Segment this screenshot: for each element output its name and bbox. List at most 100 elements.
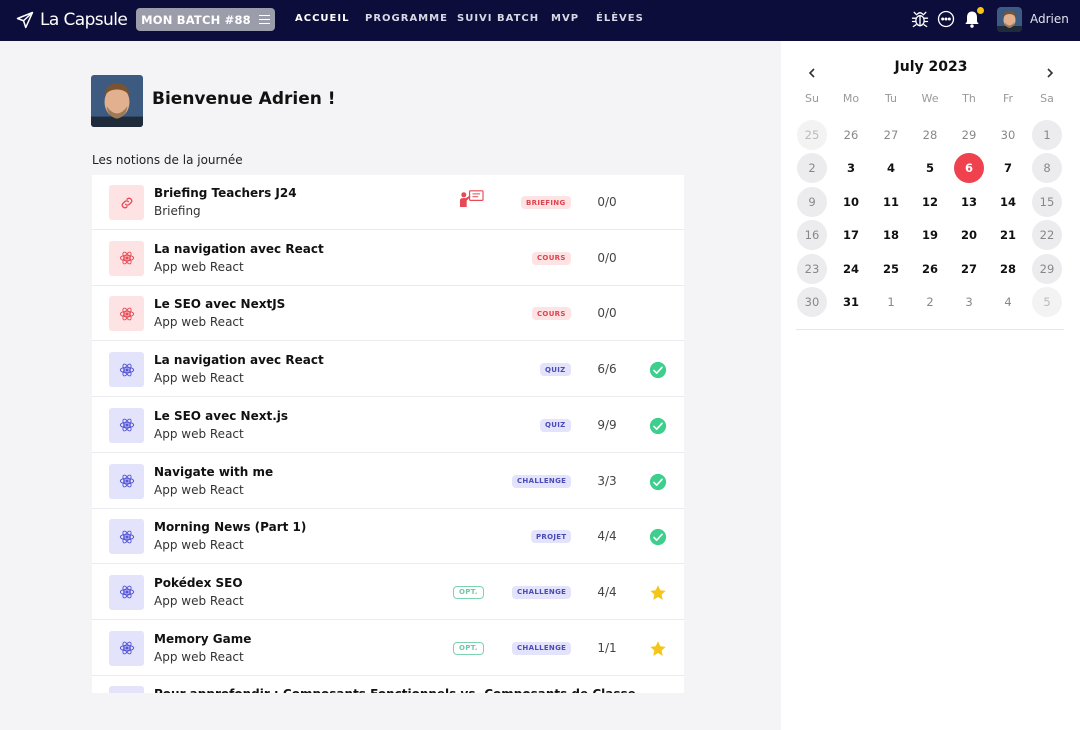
calendar-day[interactable]: 26: [921, 261, 938, 276]
notion-row[interactable]: La navigation avec React App web React QUI…: [92, 342, 684, 398]
chat-icon[interactable]: [936, 9, 956, 29]
notion-type-badge: PROJET: [531, 530, 572, 544]
calendar-day[interactable]: 30: [1000, 128, 1016, 142]
check-icon: [649, 473, 667, 491]
calendar-day[interactable]: 5: [925, 161, 934, 176]
bell-icon[interactable]: [962, 9, 982, 29]
notion-title[interactable]: Le SEO avec Next.js: [154, 408, 289, 423]
nav-link-accueil[interactable]: ACCUEIL: [295, 13, 350, 24]
nav-link-eleves[interactable]: ÉLÈVES: [596, 13, 644, 24]
calendar-day[interactable]: 18: [882, 228, 899, 243]
notion-title[interactable]: Memory Game: [154, 631, 252, 646]
calendar-day[interactable]: 3: [965, 295, 973, 309]
calendar-day[interactable]: 2: [797, 153, 827, 184]
paper-plane-icon: [16, 11, 34, 29]
notion-subtitle: App web React: [154, 259, 244, 274]
calendar-day[interactable]: 1: [1032, 120, 1062, 150]
day-of-week-label: Sa: [1040, 92, 1054, 105]
calendar-day[interactable]: 28: [922, 128, 938, 142]
chevron-left-icon[interactable]: [805, 65, 819, 79]
notion-row[interactable]: Navigate with me App web React CHALLENGE 3/…: [92, 453, 684, 509]
calendar-day[interactable]: 10: [842, 194, 859, 209]
calendar-day[interactable]: 29: [961, 128, 977, 142]
calendar-day[interactable]: 16: [797, 220, 827, 251]
notion-row[interactable]: Pour approfondir : Composants Fonctionne…: [92, 676, 684, 693]
bug-icon[interactable]: [910, 9, 930, 29]
nav-link-programme[interactable]: PROGRAMME: [365, 13, 448, 24]
calendar-day[interactable]: 30: [797, 287, 827, 317]
logo-text: La Capsule: [40, 10, 128, 30]
react-icon: [109, 463, 144, 499]
day-of-week-label: Mo: [842, 92, 860, 105]
notion-type-badge: COURS: [532, 307, 571, 321]
calendar-divider: [796, 329, 1064, 330]
top-navbar: La Capsule MON BATCH #88 ACCUEIL PROGRAM…: [0, 0, 1080, 41]
notion-title[interactable]: Morning News (Part 1): [154, 520, 307, 535]
optional-badge: OPT.: [453, 641, 484, 655]
notion-row[interactable]: Morning News (Part 1) App web React PROJET…: [92, 509, 684, 565]
calendar-day[interactable]: 4: [886, 161, 895, 176]
notion-subtitle: Briefing: [154, 204, 201, 218]
calendar-day[interactable]: 8: [1032, 153, 1062, 184]
calendar-day[interactable]: 29: [1032, 253, 1062, 284]
notion-title[interactable]: La navigation avec React: [154, 353, 324, 368]
notion-title[interactable]: Pour approfondir : Composants Fonctionne…: [154, 687, 636, 693]
notion-title[interactable]: Briefing Teachers J24: [154, 186, 297, 200]
calendar-day[interactable]: 20: [960, 228, 977, 243]
calendar-day[interactable]: 22: [1032, 220, 1062, 251]
notion-title[interactable]: Navigate with me: [154, 464, 274, 479]
notion-row[interactable]: Memory Game App web React OPT. CHALLENGE 1/1: [92, 620, 684, 676]
calendar-day[interactable]: 24: [842, 261, 859, 276]
star-icon: [649, 640, 667, 658]
notion-row[interactable]: La navigation avec React App web React COU…: [92, 230, 684, 286]
nav-link-suivi-batch[interactable]: SUIVI BATCH: [457, 13, 540, 24]
calendar-day[interactable]: 7: [1003, 161, 1012, 176]
menu-icon: [258, 14, 270, 25]
calendar-day[interactable]: 4: [1004, 295, 1012, 309]
calendar-day[interactable]: 28: [999, 261, 1016, 276]
notion-progress: 9/9: [597, 417, 617, 432]
react-icon: [109, 407, 144, 443]
notion-type-badge: QUIZ: [540, 418, 571, 432]
notion-title[interactable]: Le SEO avec NextJS: [154, 297, 286, 312]
welcome-title: Bienvenue Adrien !: [152, 89, 336, 109]
star-icon: [649, 584, 667, 602]
username[interactable]: Adrien: [1030, 12, 1069, 26]
calendar-day-today[interactable]: 6: [954, 153, 984, 184]
calendar-day[interactable]: 19: [921, 228, 938, 243]
batch-selector-button[interactable]: MON BATCH #88: [136, 8, 275, 31]
notion-progress: 4/4: [597, 584, 617, 599]
calendar-day[interactable]: 31: [842, 295, 859, 309]
calendar-day[interactable]: 14: [999, 194, 1016, 209]
notion-title[interactable]: La navigation avec React: [154, 241, 324, 256]
notion-row[interactable]: Le SEO avec Next.js App web React QUIZ 9/9: [92, 397, 684, 453]
logo[interactable]: La Capsule: [16, 8, 128, 32]
notion-row[interactable]: Briefing Teachers J24 Briefing BRIEFING 0/0: [92, 175, 684, 230]
user-avatar[interactable]: [997, 7, 1022, 32]
notion-row[interactable]: Le SEO avec NextJS App web React COURS 0/0: [92, 286, 684, 342]
notion-row[interactable]: Pokédex SEO App web React OPT. CHALLENGE 4/4: [92, 564, 684, 620]
calendar-day[interactable]: 25: [882, 261, 899, 276]
calendar-day[interactable]: 25: [797, 120, 827, 150]
calendar-day[interactable]: 3: [846, 161, 855, 176]
notion-progress: 0/0: [597, 250, 617, 265]
calendar-day[interactable]: 17: [842, 228, 859, 243]
calendar-day[interactable]: 5: [1032, 287, 1062, 317]
day-of-week-label: Tu: [884, 92, 898, 105]
notion-progress: 0/0: [597, 195, 617, 209]
calendar-day[interactable]: 13: [960, 194, 977, 209]
calendar-day[interactable]: 2: [926, 295, 934, 309]
calendar-day[interactable]: 23: [797, 253, 827, 284]
calendar-day[interactable]: 27: [960, 261, 977, 276]
nav-link-mvp[interactable]: MVP: [551, 13, 580, 24]
calendar-day[interactable]: 1: [887, 295, 895, 309]
calendar-day[interactable]: 26: [843, 128, 859, 142]
calendar-day[interactable]: 9: [797, 186, 827, 217]
calendar-day[interactable]: 12: [921, 194, 938, 209]
calendar-day[interactable]: 27: [883, 128, 899, 142]
calendar-day[interactable]: 15: [1032, 186, 1062, 217]
chevron-right-icon[interactable]: [1043, 65, 1057, 79]
notion-title[interactable]: Pokédex SEO: [154, 575, 243, 590]
calendar-day[interactable]: 11: [882, 194, 899, 209]
calendar-day[interactable]: 21: [999, 228, 1016, 243]
